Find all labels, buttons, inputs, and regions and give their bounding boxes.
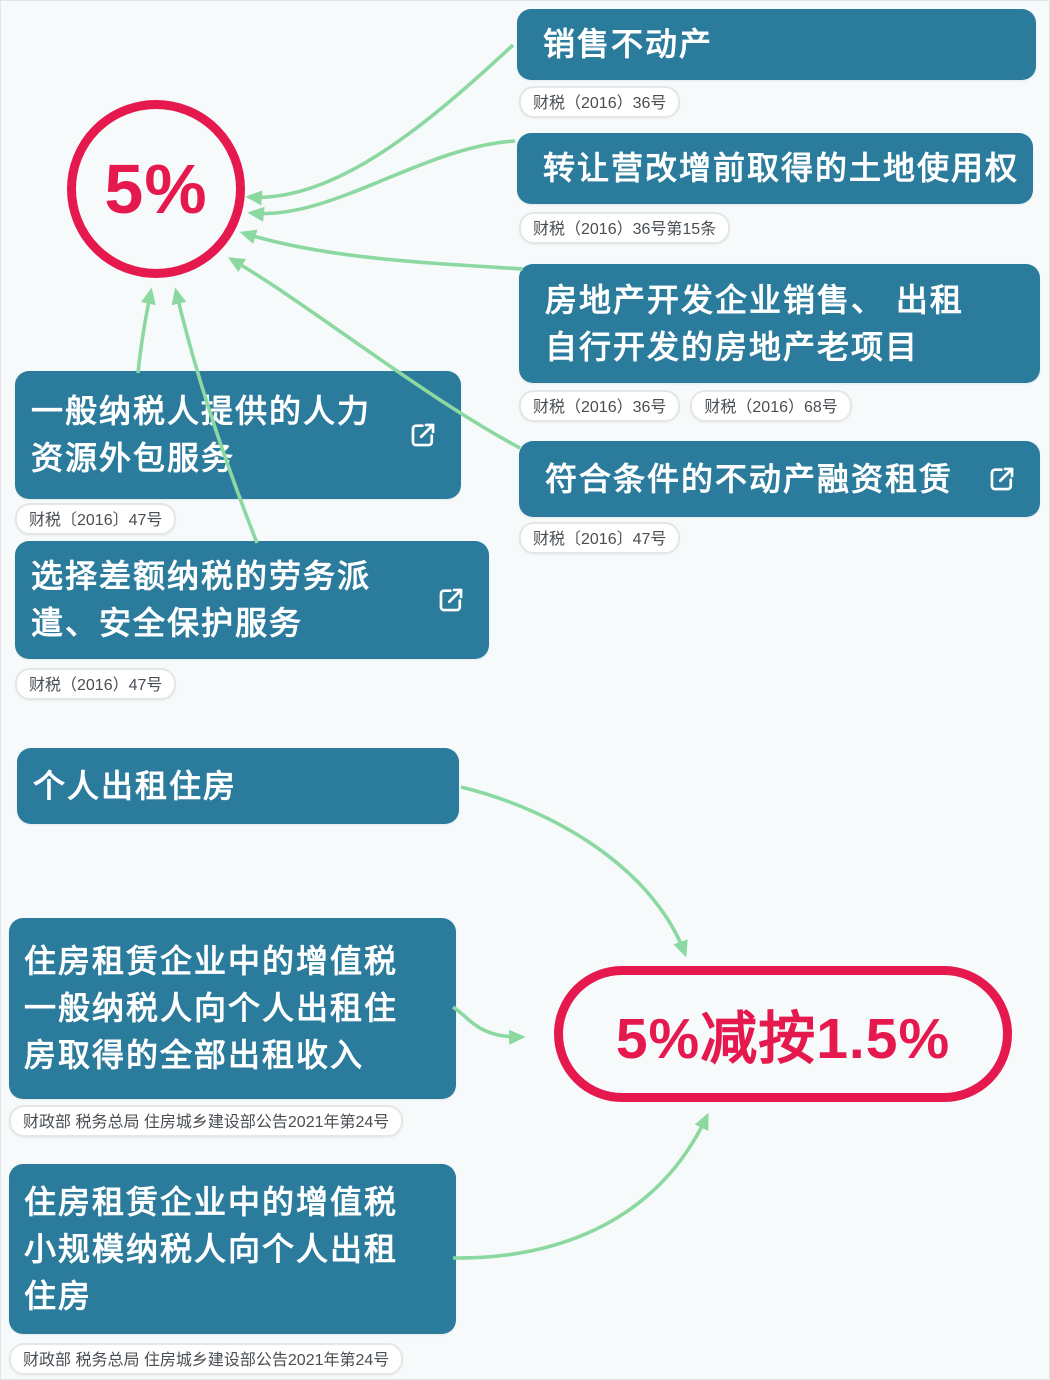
policy-tag: 财税〔2016〕47号 bbox=[15, 503, 177, 535]
rate-5-reduced-1point5-badge: 5%减按1.5% bbox=[554, 966, 1012, 1102]
node-text: 一般纳税人向个人出租住 bbox=[24, 990, 399, 1026]
tag-row: 财税（2016）47号 bbox=[15, 668, 177, 700]
node-sell-real-estate: 销售不动产 bbox=[517, 9, 1036, 80]
arrow-small-taxpayer-to-reduced bbox=[452, 1112, 709, 1260]
tag-row: 财税〔2016〕47号 bbox=[519, 522, 681, 554]
node-transfer-pre-reform-land-use-right: 转让营改增前取得的土地使用权 bbox=[517, 133, 1033, 204]
tag-row: 财税（2016）36号第15条 bbox=[519, 212, 731, 244]
node-text: 符合条件的不动产融资租赁 bbox=[545, 460, 954, 497]
arrow-sell-real-estate-to-5 bbox=[245, 43, 515, 206]
rate-5-reduced-1point5-label: 5%减按1.5% bbox=[615, 1007, 951, 1071]
rate-5-percent-label: 5% bbox=[104, 150, 208, 228]
rate-5-percent-badge: 5% bbox=[67, 100, 245, 278]
node-text: 房地产开发企业销售、 出租 bbox=[545, 281, 964, 318]
node-general-taxpayer-hr-outsourcing[interactable]: 一般纳税人提供的人力 资源外包服务 bbox=[15, 371, 461, 499]
policy-tag: 财税（2016）68号 bbox=[690, 390, 852, 422]
node-real-estate-developer-old-projects: 房地产开发企业销售、 出租 自行开发的房地产老项目 bbox=[519, 264, 1040, 383]
tag-row: 财税（2016）36号 财税（2016）68号 bbox=[519, 390, 852, 422]
node-text: 个人出租住房 bbox=[33, 767, 238, 804]
node-text: 住房 bbox=[24, 1277, 93, 1314]
external-link-icon[interactable] bbox=[437, 586, 465, 614]
node-text: 转让营改增前取得的土地使用权 bbox=[543, 150, 1020, 186]
external-link-icon[interactable] bbox=[409, 421, 437, 449]
node-text: 房取得的全部出租收入 bbox=[24, 1037, 365, 1073]
policy-tag: 财税〔2016〕47号 bbox=[519, 522, 681, 554]
node-text: 住房租赁企业中的增值税 bbox=[24, 1183, 399, 1220]
node-text: 遣、安全保护服务 bbox=[31, 605, 304, 641]
policy-tag: 财税（2016）36号 bbox=[519, 86, 681, 118]
node-text: 一般纳税人提供的人力 bbox=[31, 393, 372, 429]
node-housing-rental-small-scale-taxpayer: 住房租赁企业中的增值税 小规模纳税人向个人出租 住房 bbox=[9, 1164, 456, 1334]
node-text: 销售不动产 bbox=[543, 26, 714, 62]
node-text: 资源外包服务 bbox=[31, 440, 236, 476]
arrow-dev-old-projects-to-5 bbox=[239, 229, 524, 271]
external-link-icon[interactable] bbox=[988, 465, 1016, 493]
tag-row: 财政部 税务总局 住房城乡建设部公告2021年第24号 bbox=[9, 1105, 404, 1137]
node-qualified-real-estate-finance-leasing[interactable]: 符合条件的不动产融资租赁 bbox=[519, 441, 1040, 517]
arrow-individual-rent-to-reduced bbox=[460, 785, 688, 958]
policy-tag: 财政部 税务总局 住房城乡建设部公告2021年第24号 bbox=[9, 1105, 404, 1137]
node-housing-rental-general-taxpayer-rent-income: 住房租赁企业中的增值税 一般纳税人向个人出租住 房取得的全部出租收入 bbox=[9, 918, 456, 1099]
policy-tag: 财税（2016）47号 bbox=[15, 668, 177, 700]
node-individual-renting-housing: 个人出租住房 bbox=[17, 748, 459, 824]
arrow-hr-outsourcing-to-5 bbox=[136, 287, 156, 374]
arrow-transfer-land-to-5 bbox=[247, 139, 516, 222]
tag-row: 财税（2016）36号 bbox=[519, 86, 681, 118]
node-text: 住房租赁企业中的增值税 bbox=[24, 943, 399, 979]
node-text: 小规模纳税人向个人出租 bbox=[24, 1230, 399, 1267]
node-text: 选择差额纳税的劳务派 bbox=[31, 558, 372, 594]
policy-tag: 财政部 税务总局 住房城乡建设部公告2021年第24号 bbox=[9, 1343, 404, 1375]
tag-row: 财税〔2016〕47号 bbox=[15, 503, 177, 535]
policy-tag: 财税（2016）36号 bbox=[519, 390, 681, 422]
arrow-general-taxpayer-to-reduced bbox=[451, 1005, 526, 1045]
node-differential-tax-labor-dispatch-security[interactable]: 选择差额纳税的劳务派 遣、安全保护服务 bbox=[15, 541, 489, 659]
policy-tag: 财税（2016）36号第15条 bbox=[519, 212, 731, 244]
node-text: 自行开发的房地产老项目 bbox=[545, 328, 920, 365]
tag-row: 财政部 税务总局 住房城乡建设部公告2021年第24号 bbox=[9, 1343, 404, 1375]
